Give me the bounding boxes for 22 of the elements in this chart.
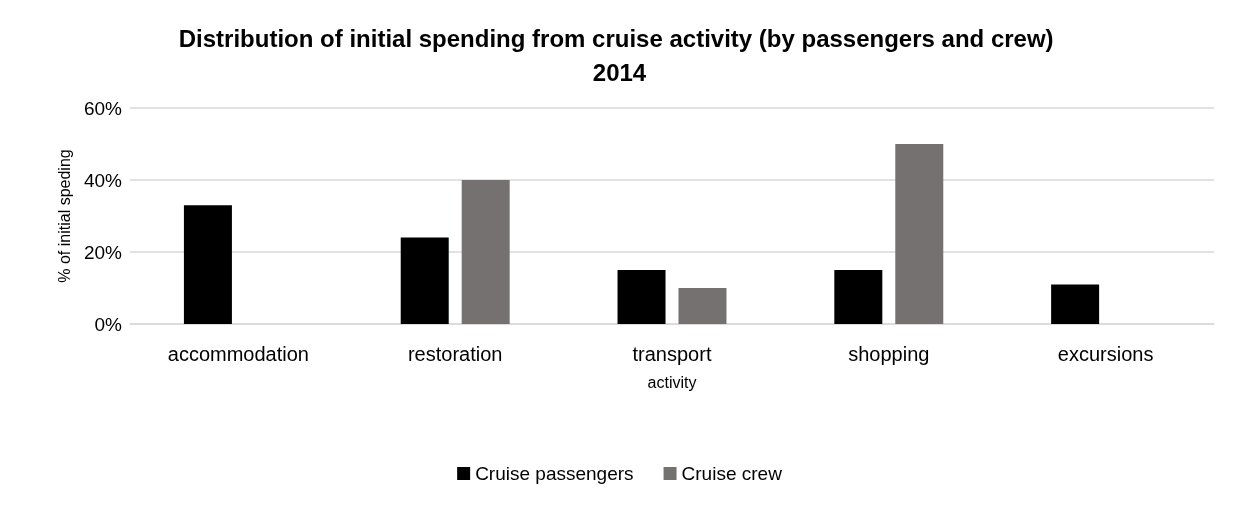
bar [183,205,232,324]
x-tick-label: transport [632,343,712,365]
y-tick-label: 60% [83,97,123,119]
chart-title: Distribution of initial spending from cruise activity (by passengers and crew) 2014 [178,24,1061,86]
legend-label: Cruise passengers [475,463,634,484]
bar [834,270,883,324]
bar [617,270,666,324]
bar [895,144,944,324]
bar [461,180,510,324]
x-axis-title: activity [647,373,697,391]
bar [1051,284,1100,324]
bar [400,237,449,324]
y-axis-title: % of initial speding [55,149,73,283]
y-tick-label: 40% [83,169,123,191]
bar [678,288,727,324]
y-tick-label: 0% [94,313,123,335]
x-tick-label: shopping [848,343,930,365]
x-tick-label: excursions [1057,343,1154,365]
legend-label: Cruise crew [681,463,783,484]
x-tick-label: restoration [407,343,503,365]
y-tick-label: 20% [83,241,123,263]
x-tick-label: accommodation [167,343,309,365]
